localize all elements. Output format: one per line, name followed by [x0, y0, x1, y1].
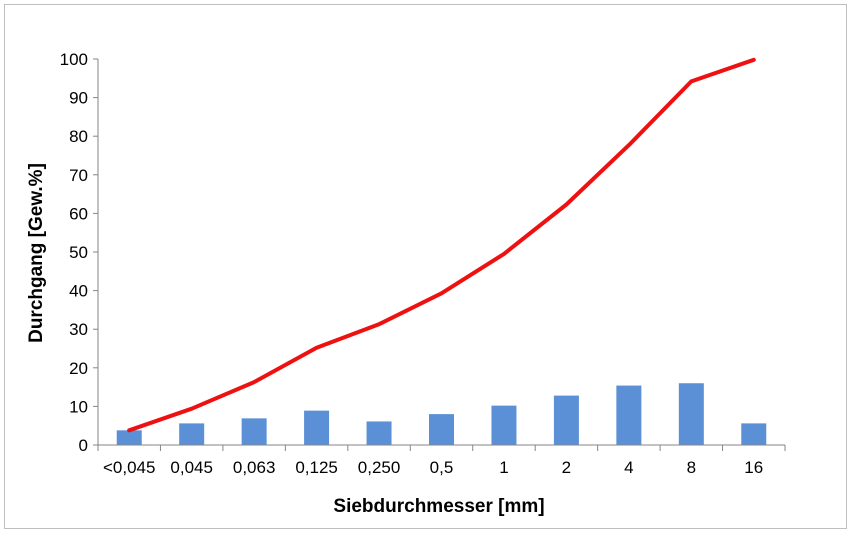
bar	[116, 430, 142, 445]
x-tick-label: 1	[499, 458, 508, 477]
axes	[97, 59, 785, 446]
x-tick-label: 0,063	[233, 458, 276, 477]
x-tick-label: 4	[624, 458, 633, 477]
y-tick-label: 20	[69, 359, 88, 378]
bar	[678, 383, 704, 445]
line-series	[127, 57, 756, 433]
y-tick-label: 10	[69, 397, 88, 416]
x-tick-label: <0,045	[103, 458, 155, 477]
y-tick-label: 100	[60, 50, 88, 69]
chart-frame	[4, 4, 847, 529]
bar	[179, 423, 205, 445]
bar	[553, 395, 579, 445]
bar-series	[116, 383, 767, 445]
x-tick-label: 16	[744, 458, 763, 477]
x-axis-title: Siebdurchmesser [mm]	[333, 496, 544, 517]
x-tick-label: 2	[562, 458, 571, 477]
y-axis-title: Durchgang [Gew.%]	[26, 163, 47, 343]
x-axis-ticks: <0,045 0,045 0,063 0,125 0,250 0,5 1 2 4 8 16	[97, 445, 786, 477]
y-tick-label: 70	[69, 166, 88, 185]
x-tick-label: 0,045	[170, 458, 213, 477]
x-tick-label: 8	[687, 458, 696, 477]
bar	[491, 405, 517, 445]
bar	[741, 423, 767, 445]
y-tick-label: 40	[69, 282, 88, 301]
y-tick-label: 30	[69, 320, 88, 339]
x-tick-label: 0,250	[358, 458, 401, 477]
y-tick-label: 60	[69, 204, 88, 223]
y-tick-label: 90	[69, 89, 88, 108]
y-axis-ticks: 0 10 20 30 40 50 60 70 80 90 100	[60, 50, 98, 455]
bar	[241, 418, 267, 445]
cumulative-line	[127, 57, 756, 433]
bar	[366, 421, 392, 445]
bar	[304, 410, 330, 445]
y-tick-label: 0	[79, 436, 88, 455]
x-tick-label: 0,125	[295, 458, 338, 477]
x-tick-label: 0,5	[430, 458, 454, 477]
bar	[616, 385, 642, 445]
y-tick-label: 50	[69, 243, 88, 262]
y-tick-label: 80	[69, 127, 88, 146]
bar	[429, 414, 454, 445]
